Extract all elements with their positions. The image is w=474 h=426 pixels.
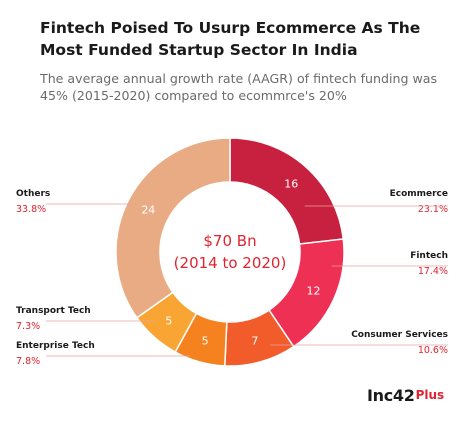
slice-label-transport-tech: Transport Tech [16, 306, 91, 316]
slice-value-transport-tech: 5 [165, 315, 172, 328]
brand-suffix: Plus [415, 388, 445, 402]
center-period: (2014 to 2020) [174, 254, 287, 272]
brand-name: Inc42 [367, 385, 415, 405]
slice-label-consumer-services: Consumer Services [351, 330, 448, 340]
slice-label-fintech: Fintech [410, 251, 448, 261]
slice-percent-fintech: 17.4% [418, 266, 448, 277]
brand-logo: Inc42 Plus [367, 380, 444, 410]
slice-percent-ecommerce: 23.1% [418, 204, 448, 215]
slice-value-ecommerce: 16 [284, 177, 298, 190]
slice-others [115, 137, 231, 319]
slice-ecommerce [229, 137, 345, 245]
slice-label-ecommerce: Ecommerce [390, 189, 448, 199]
slice-value-others: 24 [141, 204, 155, 217]
slice-percent-consumer-services: 10.6% [418, 345, 448, 356]
slice-label-others: Others [16, 189, 50, 199]
slice-percent-transport-tech: 7.3% [16, 321, 40, 332]
slice-percent-others: 33.8% [16, 204, 46, 215]
slice-percent-enterprise-tech: 7.8% [16, 356, 40, 367]
chart-title: Fintech Poised To Usurp Ecommerce As The… [40, 19, 421, 59]
slice-value-consumer-services: 7 [251, 335, 258, 348]
center-total: $70 Bn [203, 232, 256, 250]
chart-subtitle: The average annual growth rate (AAGR) of… [40, 71, 438, 103]
slice-value-fintech: 12 [307, 285, 321, 298]
slice-value-enterprise-tech: 5 [202, 335, 209, 348]
slice-label-enterprise-tech: Enterprise Tech [16, 341, 95, 351]
